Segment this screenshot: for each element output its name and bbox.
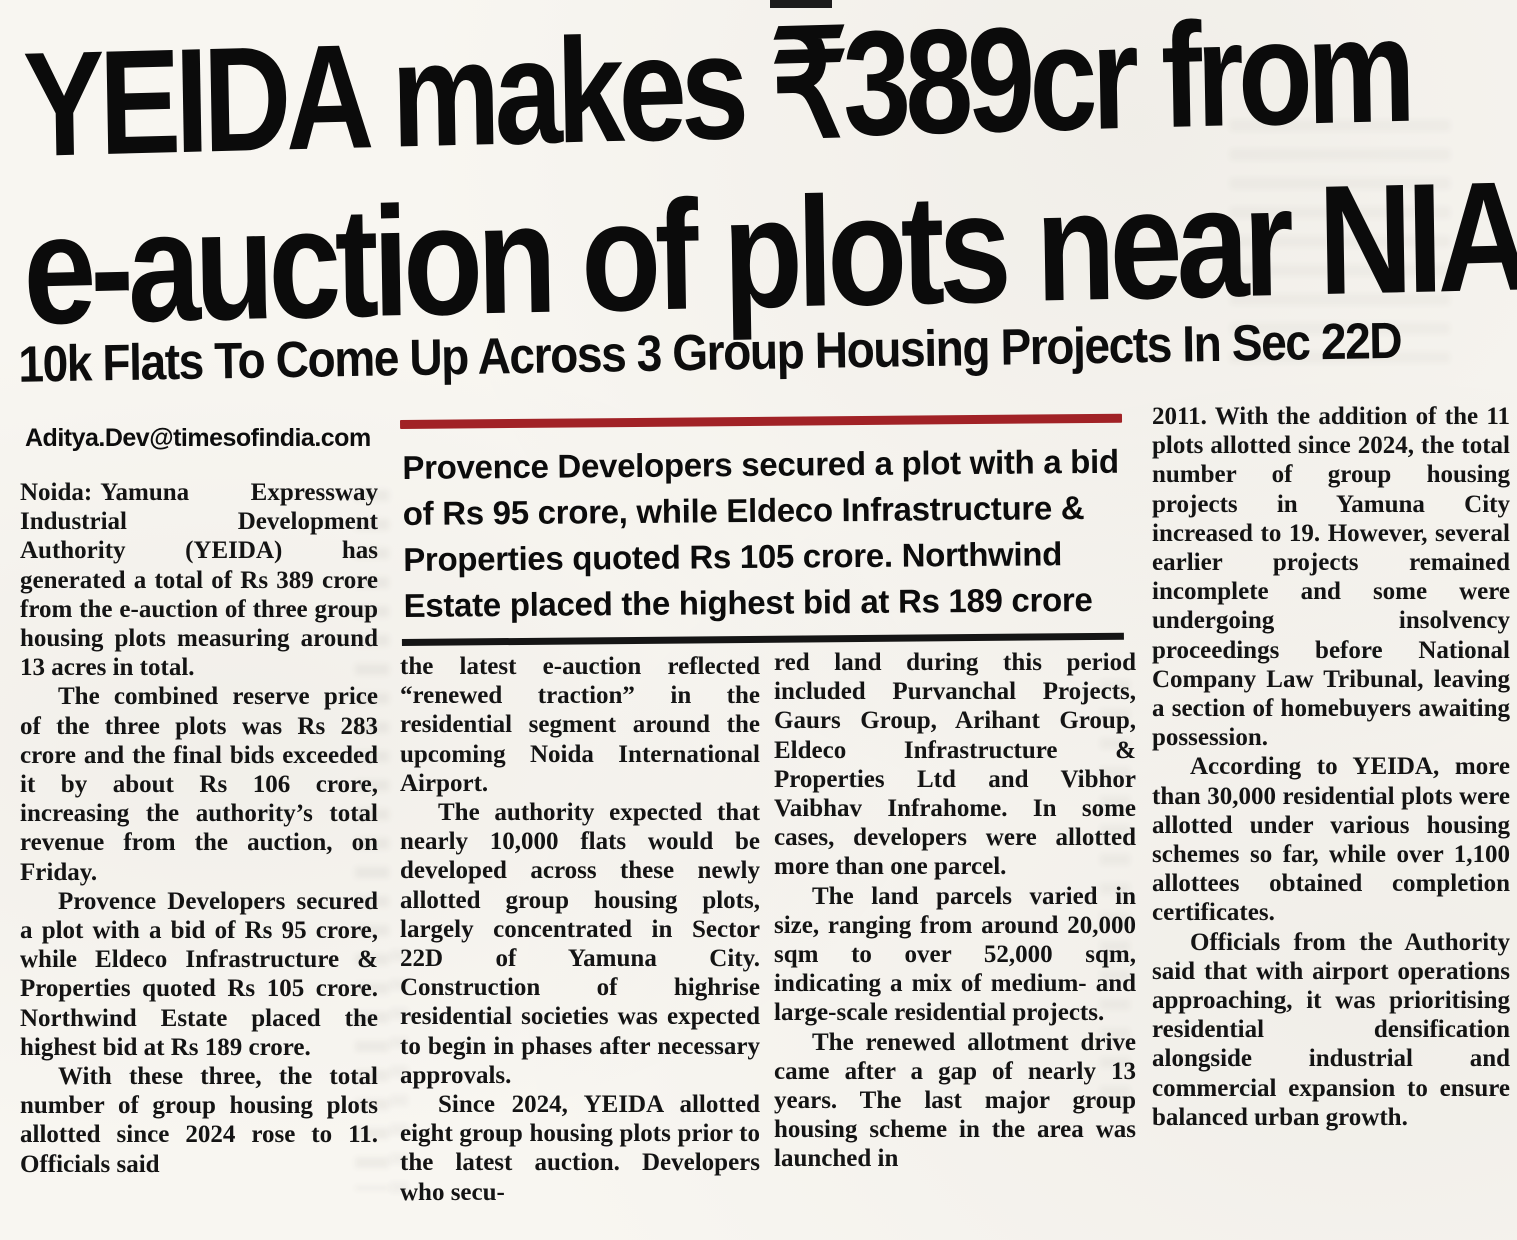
paragraph-text: Yamuna Expressway Industrial Development… [20, 479, 378, 682]
pull-quote-text: Provence Developers secured a plot with … [402, 442, 1119, 624]
body-column-2: the latest e-auction reflected “renewed … [400, 652, 760, 1207]
paragraph: The combined reserve price of the three … [20, 683, 378, 886]
paragraph: Officials from the Authority said that w… [1152, 928, 1510, 1131]
body-column-1: Noida: Yamuna Expressway Industrial Devel… [20, 478, 378, 1179]
paragraph: The renewed allotment drive came after a… [774, 1028, 1136, 1173]
paragraph: According to YEIDA, more than 30,000 res… [1152, 753, 1510, 927]
paragraph: The land parcels varied in size, ranging… [774, 882, 1136, 1027]
body-column-3: red land during this period included Pur… [774, 648, 1136, 1174]
pull-quote-box: Provence Developers secured a plot with … [400, 413, 1124, 646]
paragraph: Provence Developers secured a plot with … [20, 887, 378, 1061]
paragraph: With these three, the total number of gr… [20, 1063, 378, 1178]
headline: YEIDA makes ₹389cr from e-auction of plo… [22, 0, 1517, 357]
paragraph: Since 2024, YEIDA allotted eight group h… [400, 1091, 760, 1206]
paragraph: Noida: Yamuna Expressway Industrial Devel… [20, 478, 378, 682]
paragraph: the latest e-auction reflected “renewed … [400, 653, 760, 797]
dateline: Noida: [20, 479, 93, 506]
paragraph: 2011. With the addition of the 11 plots … [1152, 403, 1510, 752]
paragraph: The authority expected that nearly 10,00… [400, 799, 760, 1089]
paragraph: red land during this period included Pur… [774, 649, 1136, 881]
byline: Aditya.Dev@timesofindia.com [25, 424, 371, 452]
body-column-4: 2011. With the addition of the 11 plots … [1152, 402, 1510, 1132]
